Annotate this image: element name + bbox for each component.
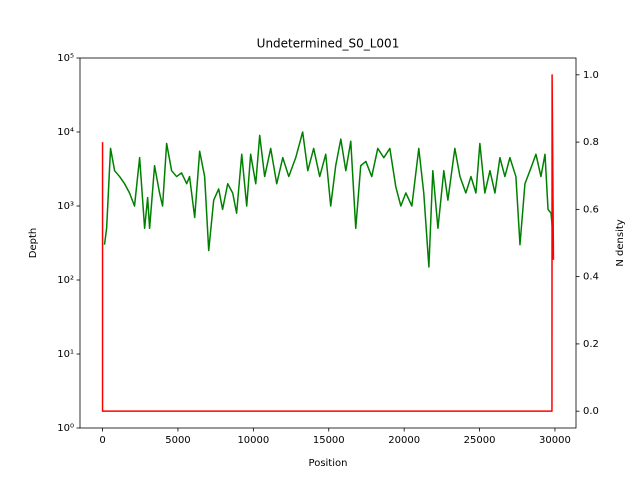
data-line [103, 131, 554, 268]
data-line [101, 74, 555, 412]
x-tick-label: 30000 [539, 435, 571, 446]
y-tick-label: 10⁰ [57, 423, 74, 434]
y2-tick-label: 1.0 [583, 70, 599, 81]
y-tick-label: 10² [57, 275, 74, 286]
x-tick-label: 5000 [165, 435, 190, 446]
x-tick-label: 10000 [237, 435, 269, 446]
x-axis-label: Position [309, 458, 348, 469]
plot-frame [79, 57, 577, 429]
x-tick-label: 15000 [313, 435, 345, 446]
y-tick-label: 10³ [57, 201, 74, 212]
x-tick-label: 0 [99, 435, 105, 446]
y2-tick-label: 0.0 [583, 406, 599, 417]
y2-tick-label: 0.6 [583, 204, 599, 215]
x-tick-label: 25000 [464, 435, 496, 446]
y2-tick-label: 0.4 [583, 272, 599, 283]
y-axis-label: Depth [28, 228, 39, 258]
y-tick-label: 10¹ [57, 349, 74, 360]
x-tick-label: 20000 [388, 435, 420, 446]
chart-title: Undetermined_S0_L001 [257, 37, 400, 51]
y2-tick-label: 0.8 [583, 137, 599, 148]
y-tick-label: 10⁵ [57, 53, 74, 64]
y2-axis-label: N density [615, 219, 626, 266]
y2-tick-label: 0.2 [583, 339, 599, 350]
y-tick-label: 10⁴ [57, 127, 74, 138]
